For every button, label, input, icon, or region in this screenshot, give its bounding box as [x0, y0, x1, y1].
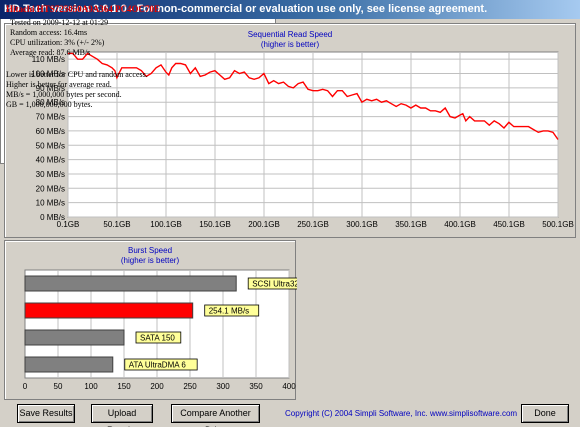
burst-chart-subtitle: (higher is better)	[120, 256, 180, 265]
sequential-read-panel: Sequential Read Speed (higher is better)…	[4, 23, 576, 238]
burst-x-tick-label: 150	[117, 382, 131, 391]
drive-model: Hitachi HTS725050A9A364 PC4OC70E	[6, 4, 161, 14]
burst-x-tick-label: 250	[183, 382, 197, 391]
sequential-chart-subtitle: (higher is better)	[260, 40, 320, 49]
save-results-button[interactable]: Save Results	[17, 404, 75, 423]
x-tick-label: 150.1GB	[199, 220, 231, 229]
window-title: HD Tach version 3.0.1.0 - For non-commer…	[0, 0, 580, 19]
x-tick-label: 50.1GB	[103, 220, 130, 229]
y-tick-label: 20 MB/s	[36, 184, 65, 193]
x-tick-label: 350.1GB	[395, 220, 427, 229]
y-tick-label: 90 MB/s	[36, 84, 65, 93]
upload-results-button[interactable]: Upload Results	[91, 404, 153, 427]
x-tick-label: 0.1GB	[57, 220, 80, 229]
test-date: Tested on 2009-12-12 at 01:29	[10, 18, 109, 27]
y-tick-label: 50 MB/s	[36, 141, 65, 150]
note-mbs-definition: MB/s = 1,000,000 bytes per second.	[6, 90, 122, 99]
sequential-chart-title: Sequential Read Speed	[247, 30, 333, 39]
burst-label-box	[247, 277, 297, 290]
x-tick-label: 500.1GB	[542, 220, 574, 229]
y-tick-label: 100 MB/s	[31, 70, 65, 79]
x-tick-label: 100.1GB	[150, 220, 182, 229]
burst-bar	[24, 275, 237, 292]
burst-x-tick-label: 300	[216, 382, 230, 391]
x-tick-label: 450.1GB	[493, 220, 525, 229]
burst-bar-label: ATA UltraDMA 6	[129, 361, 187, 370]
y-tick-label: 40 MB/s	[36, 156, 65, 165]
read-speed-line	[68, 52, 559, 140]
note-higher-better: Higher is better for average read.	[6, 80, 112, 89]
compare-another-drive-button[interactable]: Compare Another Drive	[171, 404, 260, 427]
cpu-utilization: CPU utilization: 3% (+/- 2%)	[10, 38, 105, 47]
done-button[interactable]: Done	[521, 404, 569, 423]
random-access: Random access: 16.4ms	[10, 28, 88, 37]
burst-label-box	[135, 331, 182, 344]
burst-x-tick-label: 100	[84, 382, 98, 391]
note-gb-definition: GB = 1,000,000,000 bytes.	[6, 100, 93, 109]
sequential-read-chart: 0 MB/s 10 MB/s 20 MB/s 30 MB/s 40 MB/s 50 MB/…	[31, 51, 574, 229]
burst-speed-chart: 0 50 100 150 200 250 300 350 400 SCSI Ultra320 254…	[23, 269, 297, 391]
x-tick-label: 300.1GB	[346, 220, 378, 229]
burst-label-box	[204, 304, 260, 317]
burst-bar-label: 254.1 MB/s	[209, 307, 249, 316]
burst-x-tick-label: 400	[282, 382, 296, 391]
x-tick-label: 400.1GB	[444, 220, 476, 229]
y-tick-label: 70 MB/s	[36, 113, 65, 122]
burst-x-tick-label: 0	[23, 382, 28, 391]
burst-label-box	[124, 358, 198, 371]
y-tick-label: 110 MB/s	[32, 55, 65, 64]
x-tick-label: 200.1GB	[248, 220, 280, 229]
burst-bar	[24, 329, 125, 346]
burst-chart-title: Burst Speed	[127, 246, 173, 255]
burst-bar-label: SCSI Ultra320	[252, 280, 297, 289]
burst-speed-panel: Burst Speed (higher is better) 0 50 100 150…	[4, 240, 297, 400]
y-tick-label: 10 MB/s	[36, 199, 65, 208]
average-read: Average read: 87.6 MB/s	[10, 48, 91, 57]
burst-x-tick-label: 200	[150, 382, 164, 391]
x-tick-label: 250.1GB	[297, 220, 329, 229]
burst-bar	[24, 356, 114, 373]
y-tick-label: 80 MB/s	[36, 98, 65, 107]
burst-bar	[24, 302, 194, 319]
note-lower-better: Lower is better for CPU and random acces…	[6, 70, 148, 79]
burst-x-tick-label: 50	[54, 382, 63, 391]
y-tick-label: 0 MB/s	[40, 213, 65, 222]
burst-bar-label: SATA 150	[140, 334, 175, 343]
copyright-text: Copyright (C) 2004 Simpli Software, Inc.…	[285, 409, 518, 418]
burst-x-tick-label: 350	[249, 382, 263, 391]
y-tick-label: 60 MB/s	[36, 127, 65, 136]
y-tick-label: 30 MB/s	[36, 170, 65, 179]
